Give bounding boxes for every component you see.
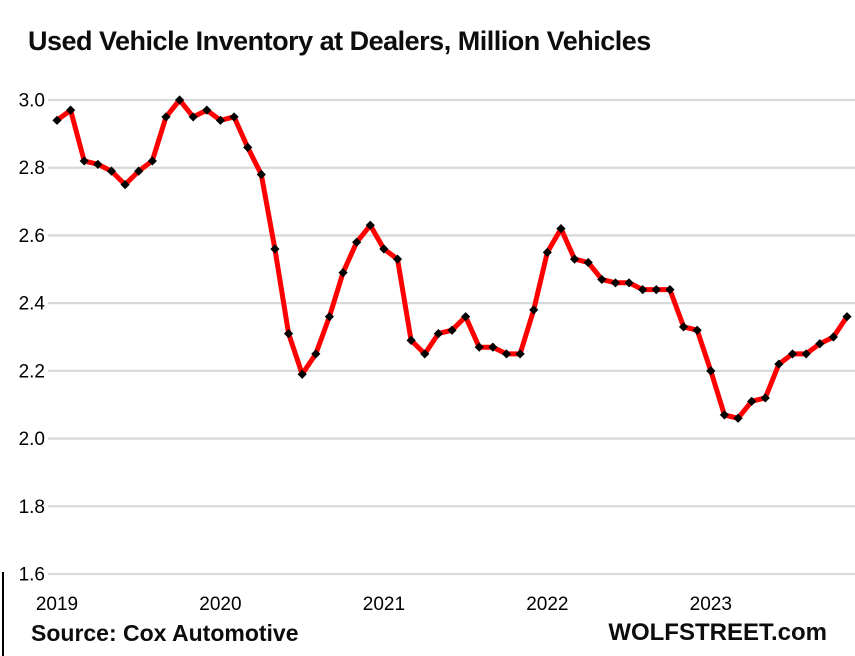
data-point-marker (392, 254, 403, 264)
data-point-marker (801, 349, 811, 359)
data-point-marker (569, 254, 580, 264)
data-point-marker (692, 325, 702, 335)
data-point-marker (474, 342, 484, 352)
data-point-marker (678, 322, 689, 332)
data-point-marker (597, 274, 607, 285)
data-point-marker (338, 268, 348, 278)
data-point-marker (542, 247, 552, 257)
y-axis-tick-label: 2.4 (19, 294, 46, 315)
data-point-marker (828, 332, 838, 342)
data-point-marker (733, 413, 743, 423)
data-point-marker (583, 257, 593, 268)
y-axis-tick-label: 1.8 (19, 497, 45, 518)
data-point-marker (202, 105, 212, 115)
data-point-marker (79, 156, 89, 166)
y-axis-tick-label: 2.8 (19, 158, 45, 179)
x-axis-tick-label: 2019 (36, 594, 78, 615)
x-axis-tick-label: 2022 (526, 594, 568, 615)
data-point-marker (365, 220, 375, 230)
data-point-marker (297, 369, 307, 379)
x-axis-tick-label: 2023 (690, 594, 732, 615)
x-axis-tick-label: 2021 (363, 594, 405, 615)
data-point-marker (447, 325, 457, 335)
brand-label: WOLFSTREET.com (608, 619, 827, 646)
data-point-marker (324, 312, 335, 322)
data-point-marker (651, 285, 661, 295)
data-point-marker (147, 156, 157, 166)
data-point-marker (229, 112, 239, 122)
data-point-marker (161, 112, 171, 122)
data-point-marker (461, 312, 471, 322)
data-point-marker (706, 366, 716, 376)
data-point-marker (774, 359, 784, 369)
data-point-marker (747, 396, 757, 406)
data-point-marker (352, 237, 362, 247)
data-point-marker (188, 112, 198, 122)
y-axis-tick-label: 2.0 (19, 429, 45, 450)
data-point-marker (488, 342, 498, 352)
y-axis-tick-label: 1.6 (19, 565, 45, 586)
data-point-marker (760, 393, 770, 403)
y-axis-tick-label: 2.6 (19, 226, 45, 247)
data-point-marker (256, 169, 266, 180)
data-point-marker (556, 224, 566, 234)
data-point-marker (379, 244, 389, 254)
data-point-marker (501, 349, 512, 359)
data-point-marker (106, 166, 117, 176)
data-point-marker (52, 115, 62, 125)
data-point-marker (787, 349, 798, 359)
data-point-marker (420, 349, 430, 359)
data-point-marker (815, 339, 825, 349)
data-point-marker (311, 349, 321, 359)
data-point-marker (134, 166, 144, 176)
data-point-marker (719, 410, 730, 420)
data-point-marker (243, 142, 253, 152)
data-point-marker (515, 349, 525, 359)
data-point-marker (174, 95, 185, 105)
x-axis-tick-label: 2020 (199, 594, 241, 615)
chart-title: Used Vehicle Inventory at Dealers, Milli… (28, 26, 651, 56)
data-point-marker (406, 335, 416, 345)
data-point-marker (610, 278, 621, 288)
data-point-marker (270, 244, 280, 254)
source-label: Source: Cox Automotive (31, 620, 299, 646)
data-point-marker (283, 329, 294, 339)
data-point-marker (433, 329, 443, 339)
data-point-marker (529, 305, 539, 315)
data-point-marker (93, 159, 103, 169)
data-point-marker (215, 115, 226, 125)
data-point-marker (842, 312, 852, 322)
y-axis-tick-label: 3.0 (19, 91, 45, 112)
data-point-marker (120, 180, 130, 190)
data-point-marker (66, 105, 76, 115)
y-axis-tick-label: 2.2 (19, 361, 45, 382)
data-point-marker (665, 285, 675, 295)
data-point-marker (624, 278, 634, 288)
data-point-marker (638, 285, 648, 295)
